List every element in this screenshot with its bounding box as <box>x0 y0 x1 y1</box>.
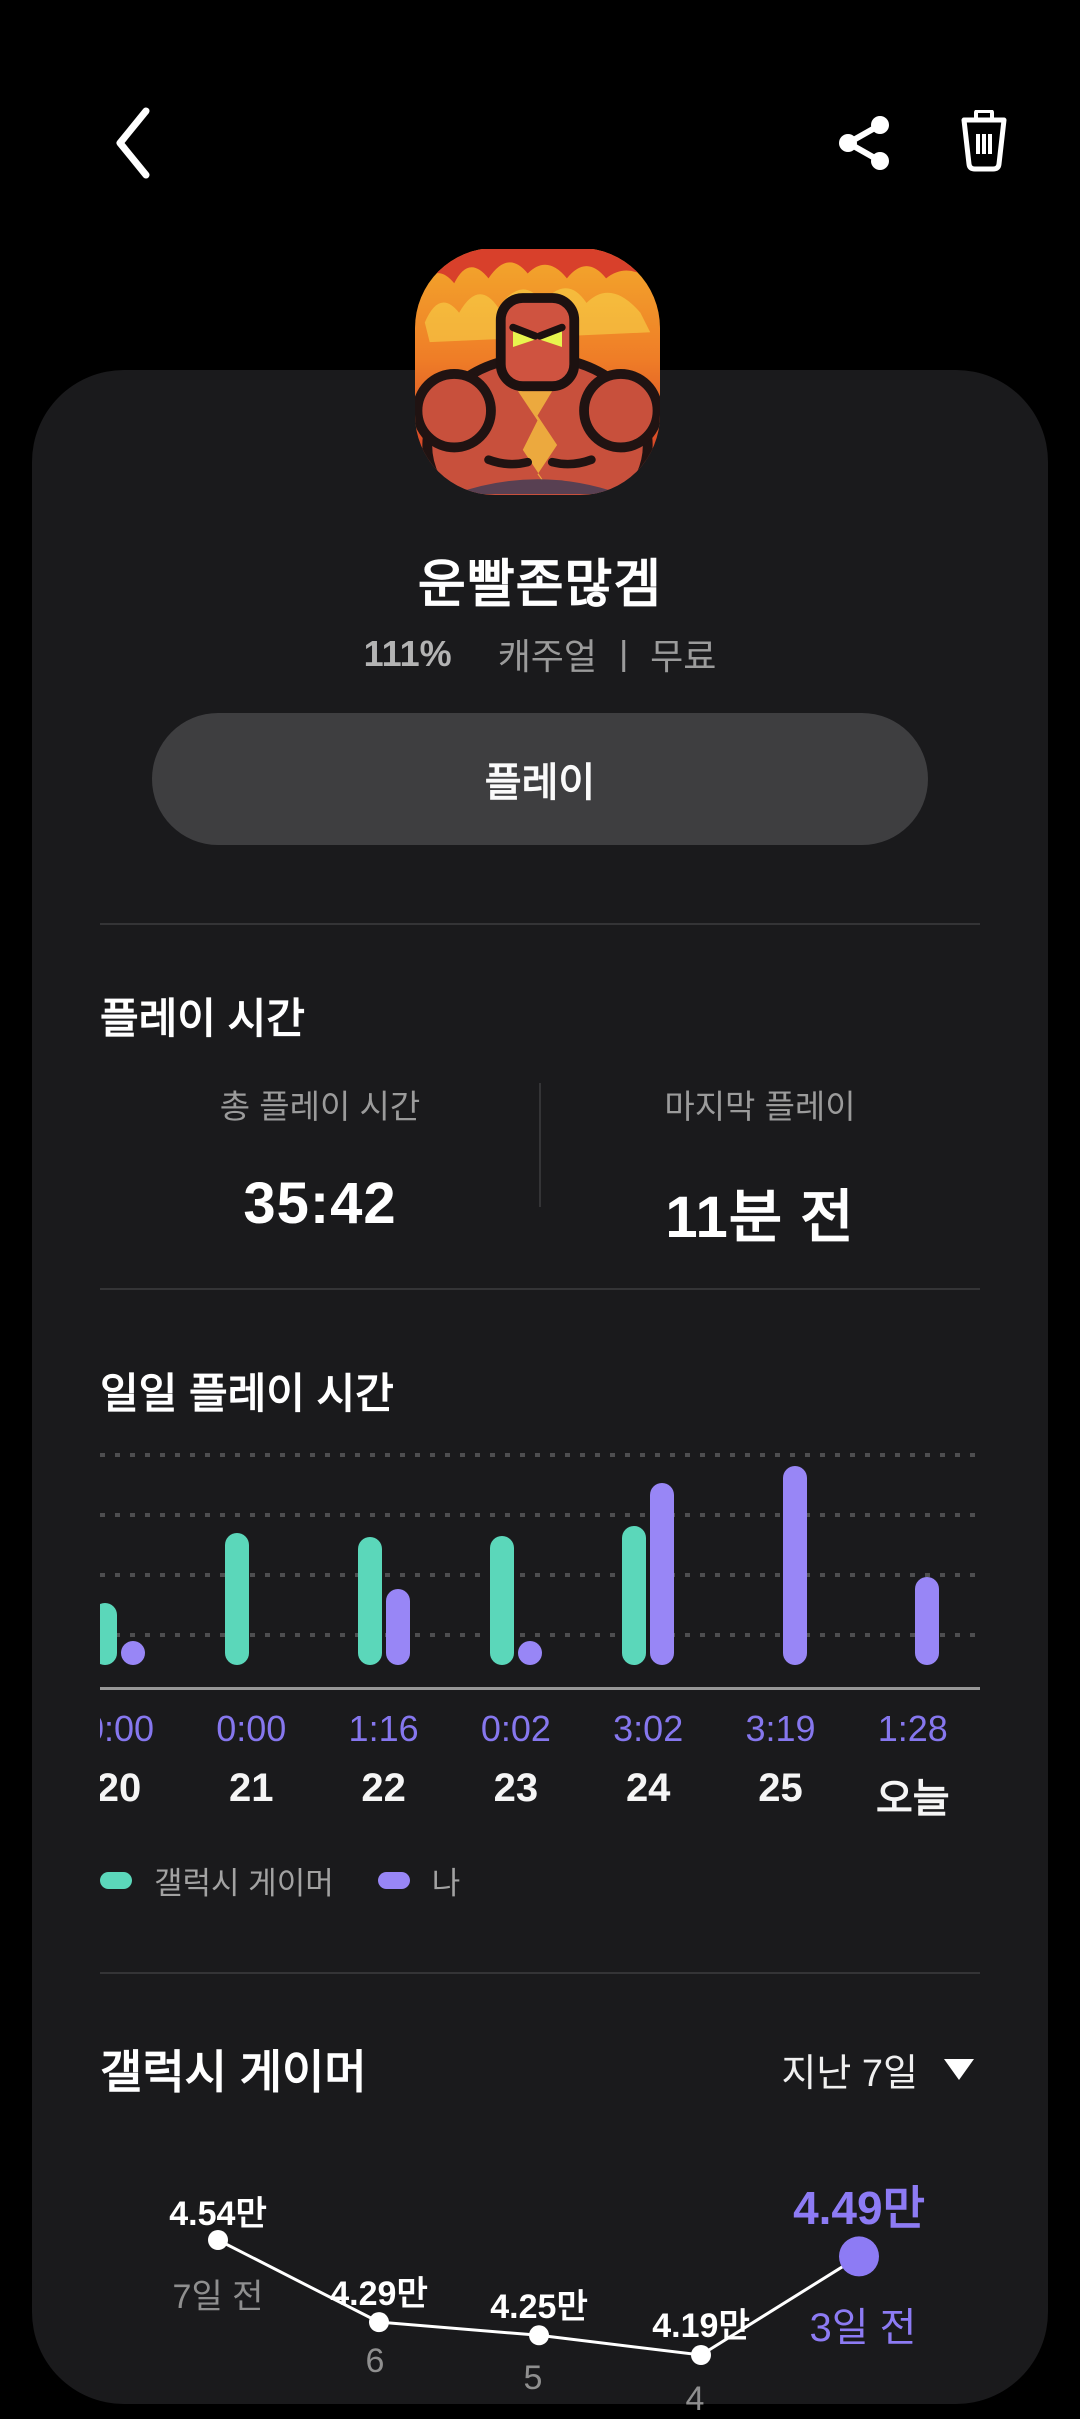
bar-me-24 <box>650 1483 675 1665</box>
match-percent: 111% <box>363 633 452 674</box>
point-value-label: 4.19만 <box>652 2307 750 2345</box>
point-value-label: 4.54만 <box>169 2195 267 2233</box>
day-label: 22 <box>361 1766 406 1810</box>
day-label: 오늘 <box>875 1777 950 1818</box>
game-title: 운빨존많겜 <box>417 556 663 614</box>
game-icon <box>415 248 660 495</box>
gridline <box>100 1633 980 1637</box>
point-value-label: 4.29만 <box>330 2275 428 2313</box>
data-point <box>369 2312 389 2333</box>
point-x-label: 6 <box>365 2342 385 2380</box>
point-x-label: 7일 전 <box>172 2278 264 2316</box>
me-time-label: 0:00 <box>216 1708 287 1749</box>
day-label: 23 <box>493 1766 539 1810</box>
last-played-label: 마지막 플레이 <box>664 1088 856 1125</box>
legend-label: 나 <box>431 1866 461 1901</box>
me-time-label: 0:02 <box>480 1708 551 1749</box>
me-time-label: 1:16 <box>348 1708 419 1749</box>
data-point <box>691 2345 711 2365</box>
point-x-label: 4 <box>685 2380 705 2418</box>
point-x-label: 3일 전 <box>809 2306 917 2350</box>
bar-me-25 <box>782 1466 807 1665</box>
bar-gamer-21 <box>225 1533 250 1665</box>
data-point <box>529 2325 549 2346</box>
day-label: 20 <box>100 1766 142 1810</box>
gamer-heading: 갤럭시 게이머 <box>100 2046 367 2098</box>
day-label: 24 <box>625 1766 671 1810</box>
genre-price: 캐주얼 ㅣ 무료 <box>497 636 717 677</box>
period-label: 지난 7일 <box>781 2052 918 2095</box>
chart-legend: 갤럭시 게이머 나 <box>100 1858 980 1903</box>
gamer-section-header: 갤럭시 게이머 지난 7일 <box>100 2036 980 2102</box>
game-detail-card <box>32 370 1048 2404</box>
delete-button[interactable] <box>958 109 1010 175</box>
bar-me-20 <box>121 1641 145 1665</box>
daily-bar-chart <box>100 1440 980 1690</box>
x-axis-line <box>100 1687 980 1690</box>
vertical-divider <box>539 1083 541 1207</box>
playtime-stats: 총 플레이 시간 35:42 마지막 플레이 11분 전 <box>100 1070 980 1254</box>
bar-me-22 <box>385 1589 410 1665</box>
bar-gamer-20 <box>100 1603 117 1665</box>
period-selector[interactable]: 지난 7일 <box>775 2041 980 2098</box>
me-time-label: 0:00 <box>100 1708 155 1749</box>
share-icon <box>836 116 892 175</box>
daily-heading: 일일 플레이 시간 <box>100 1370 394 1417</box>
bar-gamer-24 <box>622 1526 647 1665</box>
divider <box>100 923 980 925</box>
divider <box>100 1972 980 1974</box>
day-label: 25 <box>758 1766 803 1810</box>
gridline <box>100 1573 980 1577</box>
me-time-label: 3:19 <box>745 1708 816 1749</box>
total-playtime-value: 35:42 <box>243 1171 397 1236</box>
play-button[interactable]: 플레이 <box>152 713 928 845</box>
data-point <box>208 2230 228 2250</box>
point-value-label: 4.49만 <box>793 2182 925 2234</box>
trash-icon <box>958 109 1010 175</box>
point-value-label: 4.25만 <box>490 2288 588 2326</box>
total-playtime-label: 총 플레이 시간 <box>219 1088 421 1125</box>
gamer-line-chart <box>208 2230 879 2365</box>
daily-chart-labels: 0:00 20 0:00 21 1:16 22 0:02 23 3:02 24 3:19 25 1:28… <box>100 1702 980 1818</box>
point-x-label: 5 <box>523 2359 543 2397</box>
legend-item-me: 나 <box>377 1858 461 1903</box>
bar-me-23 <box>517 1641 542 1665</box>
bar-gamer-23 <box>489 1536 514 1665</box>
last-played: 마지막 플레이 11분 전 <box>540 1070 980 1254</box>
bar-me-오늘 <box>914 1577 939 1665</box>
back-button[interactable] <box>108 105 160 184</box>
total-playtime: 총 플레이 시간 35:42 <box>100 1070 540 1254</box>
chevron-left-icon <box>108 107 160 184</box>
legend-item-gamer: 갤럭시 게이머 <box>100 1858 334 1903</box>
day-label: 21 <box>229 1766 274 1810</box>
share-button[interactable] <box>836 114 892 175</box>
divider <box>100 1288 980 1290</box>
legend-swatch-teal <box>100 1872 132 1889</box>
chevron-down-icon <box>944 2058 974 2080</box>
me-time-label: 1:28 <box>877 1708 948 1749</box>
playtime-heading: 플레이 시간 <box>100 995 305 1042</box>
me-time-label: 3:02 <box>613 1708 684 1749</box>
bar-gamer-22 <box>357 1537 382 1665</box>
gridline <box>100 1453 980 1457</box>
last-played-value: 11분 전 <box>665 1185 855 1250</box>
game-meta: 111% 캐주얼 ㅣ 무료 <box>0 628 1080 680</box>
data-point-highlighted <box>839 2236 879 2277</box>
legend-swatch-purple <box>377 1872 410 1889</box>
gridline <box>100 1513 980 1517</box>
legend-label: 갤럭시 게이머 <box>154 1866 334 1901</box>
